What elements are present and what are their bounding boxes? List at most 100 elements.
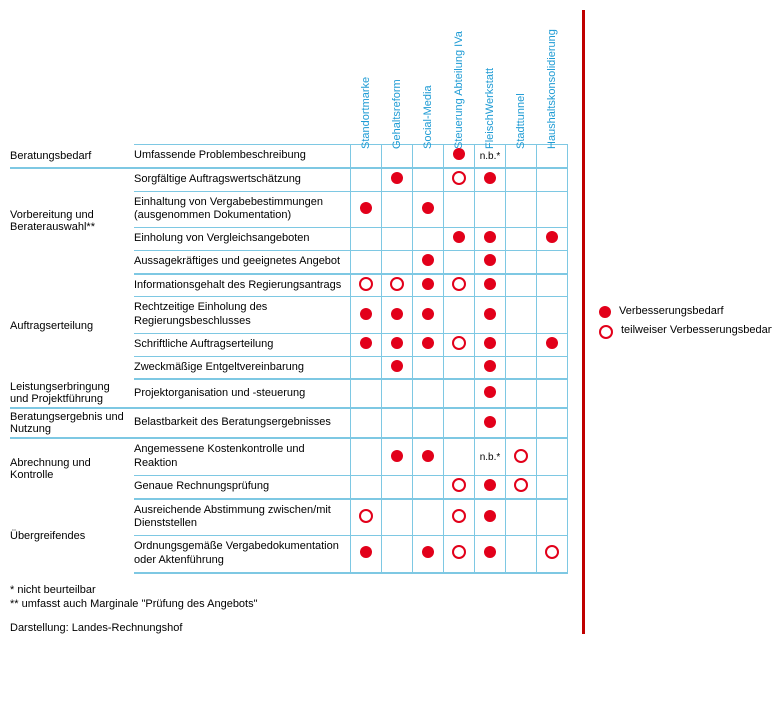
matrix-cell [444, 297, 475, 334]
matrix-cell [537, 274, 568, 297]
matrix-cell [382, 274, 413, 297]
matrix-cell [537, 333, 568, 356]
matrix-cell [351, 475, 382, 498]
matrix-cell [537, 297, 568, 334]
matrix-cell [444, 168, 475, 191]
legend: Verbesserungsbedarf teilweiser Verbesser… [599, 299, 772, 345]
marker-full [422, 546, 434, 558]
source-line: Darstellung: Landes-Rechnungshof [10, 622, 568, 634]
row-sub-label: Sorgfältige Auftragswertschätzung [134, 168, 351, 191]
matrix-cell [382, 475, 413, 498]
marker-open [359, 509, 373, 523]
marker-open [452, 336, 466, 350]
matrix-cell [475, 228, 506, 251]
row-group-label: Auftragserteilung [10, 274, 134, 380]
matrix-cell [506, 250, 537, 273]
matrix-cell [475, 408, 506, 438]
matrix-cell [506, 228, 537, 251]
matrix-cell [413, 274, 444, 297]
matrix-cell [506, 379, 537, 408]
matrix-cell [537, 408, 568, 438]
marker-text: n.b.* [480, 452, 501, 463]
matrix-cell [475, 274, 506, 297]
marker-open [452, 171, 466, 185]
marker-full [484, 172, 496, 184]
matrix-cell [413, 333, 444, 356]
matrix-cell [351, 250, 382, 273]
marker-open [390, 277, 404, 291]
matrix-cell [351, 408, 382, 438]
matrix-cell [537, 168, 568, 191]
row-sub-label: Ordnungsgemäße Vergabedokumentation oder… [134, 536, 351, 573]
matrix-cell [382, 408, 413, 438]
footnotes: * nicht beurteilbar ** umfasst auch Marg… [10, 584, 568, 610]
marker-full [360, 202, 372, 214]
marker-full [422, 278, 434, 290]
matrix-cell [382, 297, 413, 334]
matrix-cell [351, 438, 382, 475]
matrix-cell [444, 356, 475, 379]
column-header: Standortmarke [351, 10, 382, 145]
marker-full [546, 337, 558, 349]
matrix-cell [382, 499, 413, 536]
marker-full [453, 148, 465, 160]
matrix-cell [506, 191, 537, 228]
column-header-label: FleischWerkstatt [484, 119, 496, 149]
matrix-cell [475, 297, 506, 334]
marker-full [391, 337, 403, 349]
matrix-cell [351, 356, 382, 379]
matrix-cell [413, 379, 444, 408]
matrix-cell [413, 475, 444, 498]
matrix-cell [444, 274, 475, 297]
matrix-cell [444, 333, 475, 356]
marker-full [484, 231, 496, 243]
marker-full [422, 450, 434, 462]
row-sub-label: Schriftliche Auftragserteilung [134, 333, 351, 356]
column-header: Haushaltskonsolidierung [537, 10, 568, 145]
matrix-cell [413, 168, 444, 191]
marker-open [452, 545, 466, 559]
evaluation-matrix: StandortmarkeGehaltsreformSocial-MediaSt… [10, 10, 568, 634]
matrix-cell [351, 168, 382, 191]
matrix-cell [444, 536, 475, 573]
column-header-label: Steuerung Abteilung IVa [453, 119, 465, 149]
row-sub-label: Rechtzeitige Einholung des Regierungsbes… [134, 297, 351, 334]
matrix-cell [351, 536, 382, 573]
column-header-label: Haushaltskonsolidierung [546, 119, 558, 149]
marker-full [484, 546, 496, 558]
matrix-cell [444, 250, 475, 273]
matrix-cell [475, 499, 506, 536]
matrix-cell [382, 536, 413, 573]
matrix-cell [351, 191, 382, 228]
matrix-cell [506, 536, 537, 573]
footnote-1: * nicht beurteilbar [10, 584, 568, 596]
matrix-cell [506, 438, 537, 475]
row-group-label: Vorbereitung und Beraterauswahl** [10, 168, 134, 274]
matrix-cell [413, 297, 444, 334]
row-sub-label: Genaue Rechnungsprüfung [134, 475, 351, 498]
matrix-cell [475, 191, 506, 228]
matrix-cell [537, 499, 568, 536]
matrix-cell [444, 408, 475, 438]
marker-full [484, 308, 496, 320]
marker-full [546, 231, 558, 243]
matrix-cell [506, 297, 537, 334]
matrix-cell [413, 228, 444, 251]
marker-text: n.b.* [480, 151, 501, 162]
matrix-cell [444, 499, 475, 536]
matrix-cell [351, 274, 382, 297]
marker-open [545, 545, 559, 559]
matrix-cell [413, 356, 444, 379]
row-sub-label: Einhaltung von Vergabebestimmungen (ausg… [134, 191, 351, 228]
matrix-cell [475, 475, 506, 498]
legend-marker-full [599, 306, 611, 318]
matrix-cell [413, 408, 444, 438]
marker-full [422, 202, 434, 214]
matrix-cell: n.b.* [475, 438, 506, 475]
matrix-cell [351, 379, 382, 408]
row-sub-label: Aussagekräftiges und geeignetes Angebot [134, 250, 351, 273]
matrix-cell [413, 250, 444, 273]
matrix-cell [413, 536, 444, 573]
column-header: Stadttunnel [506, 10, 537, 145]
column-header-label: Gehaltsreform [391, 119, 403, 149]
